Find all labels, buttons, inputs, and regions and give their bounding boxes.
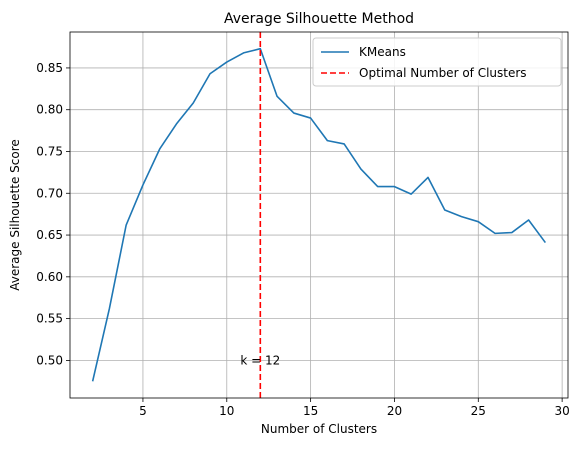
y-tick-label: 0.85: [36, 61, 63, 75]
x-axis-ticks: 5 10 15 20 25 30: [139, 398, 570, 418]
legend-entry-optimal: Optimal Number of Clusters: [359, 66, 527, 80]
chart-title: Average Silhouette Method: [224, 11, 414, 27]
series-layer: [91, 47, 547, 382]
y-axis-label: Average Silhouette Score: [8, 139, 22, 291]
x-tick-label: 25: [471, 404, 486, 418]
y-tick-label: 0.75: [36, 144, 63, 158]
x-axis-label: Number of Clusters: [261, 422, 377, 436]
y-tick-label: 0.70: [36, 186, 63, 200]
y-tick-label: 0.80: [36, 103, 63, 117]
y-tick-label: 0.65: [36, 228, 63, 242]
optimal-k-annotation: k = 12: [240, 353, 280, 367]
legend: KMeans Optimal Number of Clusters: [312, 37, 562, 87]
plot-frame: [69, 31, 569, 399]
legend-box: [312, 37, 562, 87]
x-tick-label: 30: [554, 404, 569, 418]
series-line-kmeans: [91, 47, 547, 382]
legend-entry-kmeans: KMeans: [359, 45, 406, 59]
x-tick-label: 15: [303, 404, 318, 418]
y-tick-label: 0.55: [36, 312, 63, 326]
x-tick-label: 10: [219, 404, 234, 418]
x-tick-label: 5: [139, 404, 147, 418]
y-tick-label: 0.50: [36, 353, 63, 367]
y-axis-ticks: 0.50 0.55 0.60 0.65 0.70 0.75 0.80 0.85: [36, 61, 70, 367]
x-tick-label: 20: [387, 404, 402, 418]
y-tick-label: 0.60: [36, 270, 63, 284]
